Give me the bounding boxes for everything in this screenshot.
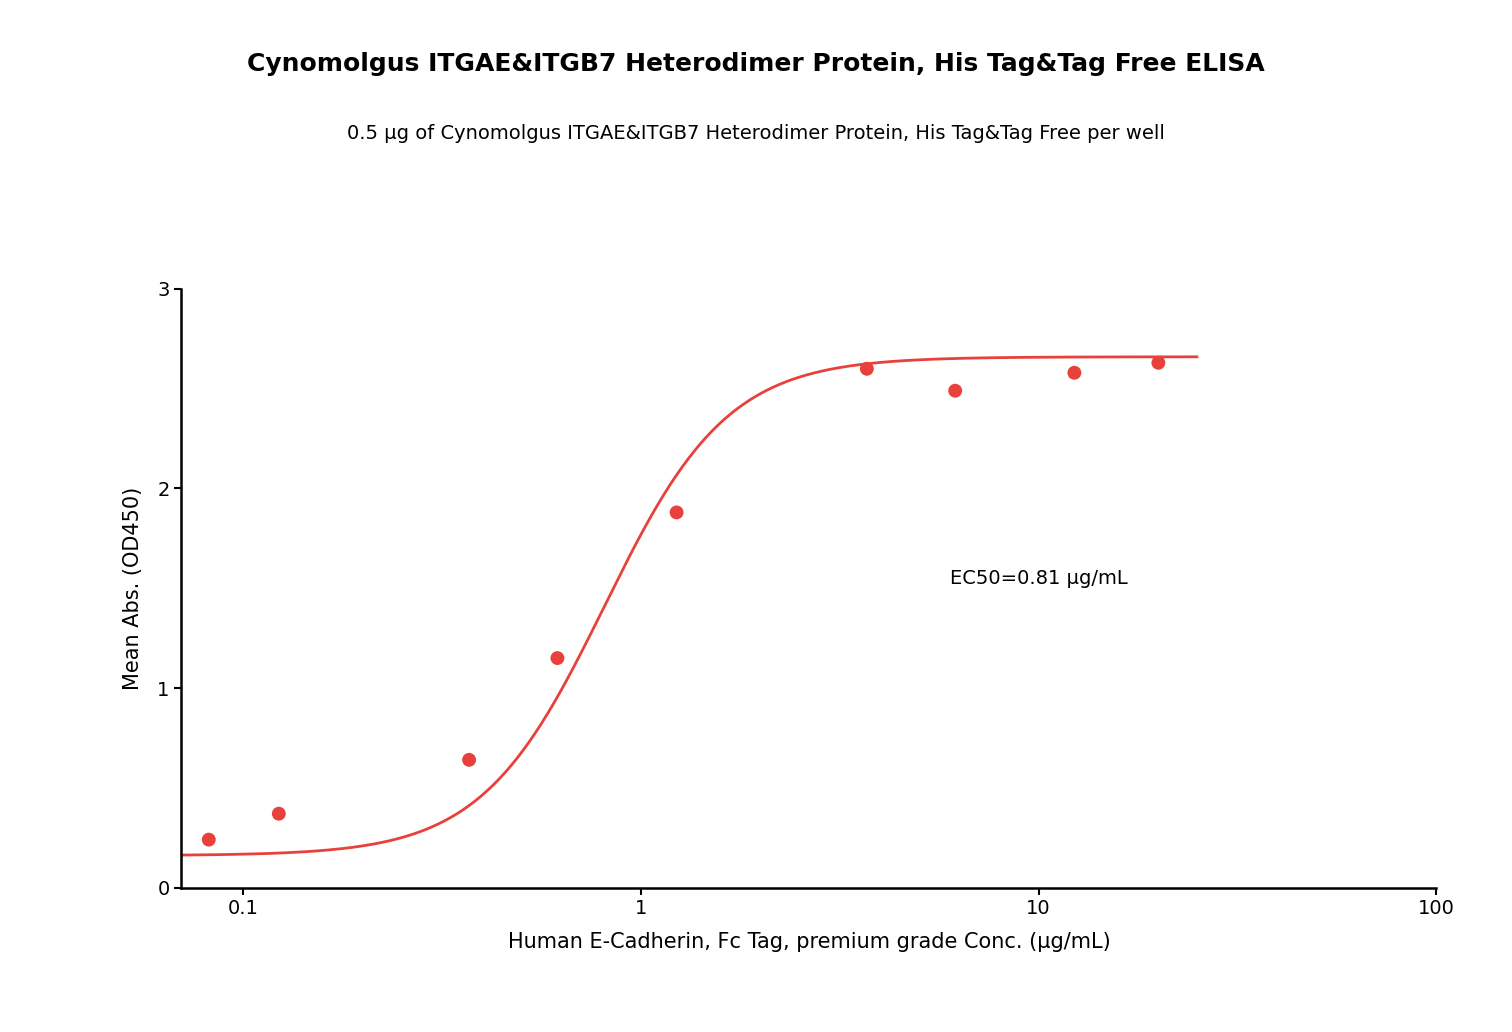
Text: Cynomolgus ITGAE&ITGB7 Heterodimer Protein, His Tag&Tag Free ELISA: Cynomolgus ITGAE&ITGB7 Heterodimer Prote…: [246, 52, 1266, 75]
Point: [1063, 364, 1087, 381]
Point: [1146, 355, 1170, 372]
Text: 0.5 μg of Cynomolgus ITGAE&ITGB7 Heterodimer Protein, His Tag&Tag Free per well: 0.5 μg of Cynomolgus ITGAE&ITGB7 Heterod…: [348, 124, 1164, 142]
Y-axis label: Mean Abs. (OD450): Mean Abs. (OD450): [124, 487, 144, 689]
Text: EC50=0.81 μg/mL: EC50=0.81 μg/mL: [951, 569, 1128, 588]
Point: [943, 383, 968, 399]
Point: [197, 832, 221, 848]
Point: [266, 805, 290, 821]
Point: [664, 505, 688, 521]
Point: [457, 751, 481, 768]
Point: [854, 360, 878, 377]
X-axis label: Human E-Cadherin, Fc Tag, premium grade Conc. (μg/mL): Human E-Cadherin, Fc Tag, premium grade …: [508, 932, 1110, 953]
Point: [546, 650, 570, 667]
